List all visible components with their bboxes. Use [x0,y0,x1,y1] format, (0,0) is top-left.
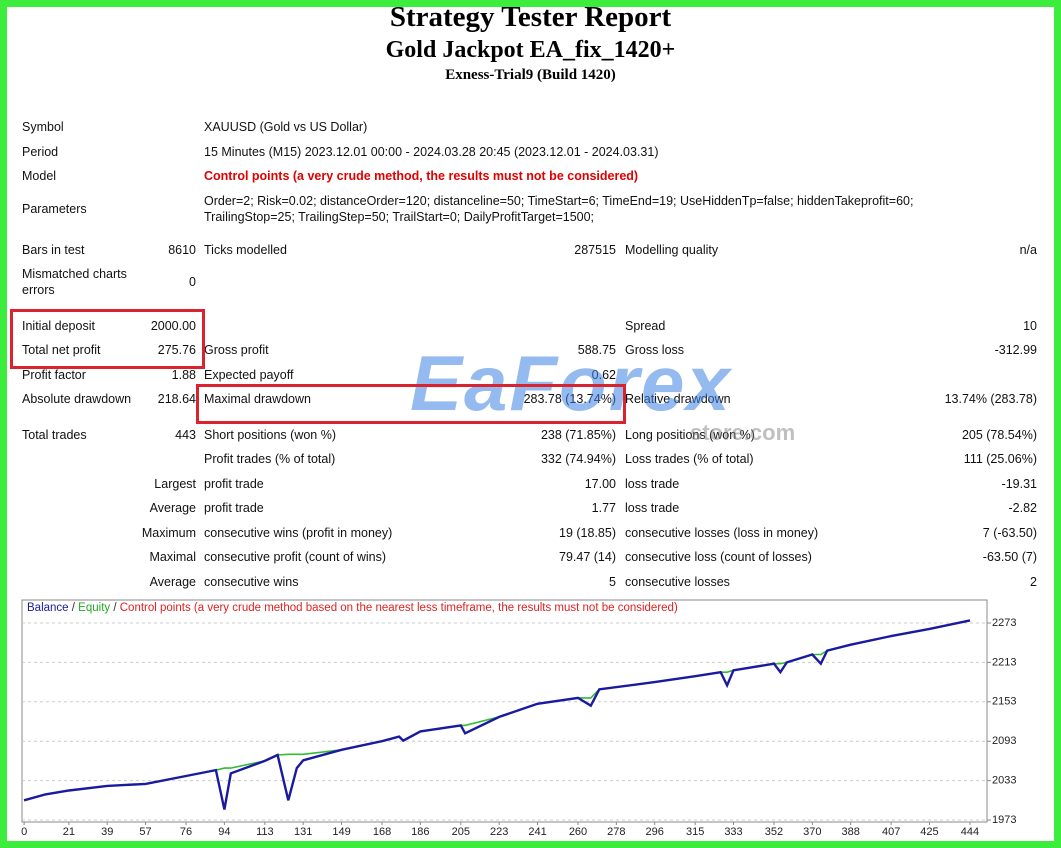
stat-value: -63.50 (7) [982,550,1037,564]
report-subtitle: Gold Jackpot EA_fix_1420+ [385,37,676,63]
stat-label: Short positions (won %) [204,428,337,442]
info-value: XAUUSD (Gold vs US Dollar) [204,120,368,134]
stat-value: 19 (18.85) [559,526,616,540]
stat-label: Long positions (won %) [625,428,755,442]
stat-value: 2 [1030,575,1037,589]
stat-label: Maximum [141,526,196,540]
stat-label: Initial deposit [22,319,95,333]
info-label: Model [22,169,57,183]
stat-value: 17.00 [584,477,616,491]
stat-label: Maximal drawdown [204,392,311,406]
stat-value: 79.47 (14) [559,550,616,564]
stat-label: Bars in test [22,243,85,257]
server-info: Exness-Trial9 (Build 1420) [445,67,616,83]
stat-label: Ticks modelled [204,243,287,257]
stat-value: 275.76 [157,343,196,357]
stat-value: 588.75 [577,343,616,357]
report-title: Strategy Tester Report [389,1,672,33]
legend-entry: Equity [78,602,111,614]
stat-label: Relative drawdown [625,392,731,406]
stat-value: 13.74% (283.78) [944,392,1037,406]
stat-value: -312.99 [994,343,1037,357]
stat-value: 218.64 [157,392,196,406]
stat-label: profit trade [204,477,264,491]
stat-value: 10 [1023,319,1037,333]
info-value: Order=2; Risk=0.02; distanceOrder=120; d… [204,194,914,224]
stat-label: Spread [625,319,666,333]
stat-value: 7 (-63.50) [982,526,1037,540]
stat-label: Largest [154,477,196,491]
watermark-brand: EaForex [410,339,732,427]
stat-value: 332 (74.94%) [540,452,616,466]
info-label: Symbol [22,120,64,134]
stat-label: Profit trades (% of total) [204,452,336,466]
stat-label: Modelling quality [625,243,719,257]
stat-label: consecutive loss (count of losses) [625,550,812,564]
highlight-box [10,309,205,369]
info-value: 15 Minutes (M15) 2023.12.01 00:00 - 2024… [204,145,659,159]
stat-value: -19.31 [1001,477,1037,491]
legend-separator: / [113,602,117,614]
stat-label: Expected payoff [204,368,294,382]
stat-value: 0.62 [591,368,616,382]
stat-value: 5 [609,575,616,589]
stat-label: Total net profit [22,343,101,357]
stat-label: profit trade [204,501,264,515]
highlight-box [196,384,626,424]
stat-label: Maximal [149,550,196,564]
legend-separator: / [71,602,75,614]
stat-value: 1.88 [171,368,196,382]
stat-label: Total trades [22,428,87,442]
stat-label: loss trade [625,501,680,515]
stat-label: loss trade [625,477,680,491]
stat-label: Average [149,575,196,589]
stat-value: -2.82 [1008,501,1038,515]
stat-value: 0 [189,275,196,289]
stat-label: Loss trades (% of total) [625,452,754,466]
stat-value: 283.78 (13.74%) [523,392,616,406]
info-label: Period [22,145,59,159]
stat-value: 2000.00 [150,319,196,333]
legend-note: Control points (a very crude method base… [119,602,678,614]
stat-label: consecutive losses (loss in money) [625,526,819,540]
watermark-site: store.com [690,420,796,445]
stat-label: consecutive losses [625,575,730,589]
stat-value: 287515 [574,243,616,257]
stat-value: 1.77 [591,501,616,515]
stat-label: Average [149,501,196,515]
stat-label: Gross loss [625,343,685,357]
stat-label: Absolute drawdown [22,392,132,406]
stat-value: 111 (25.06%) [963,452,1037,466]
info-label: Parameters [22,202,87,216]
stat-label: Mismatched charts errors [22,267,127,297]
legend-entry: Balance [27,602,69,614]
stat-label: Profit factor [22,368,86,382]
stat-value: 443 [175,428,196,442]
stat-value: 238 (71.85%) [540,428,616,442]
stat-value: n/a [1019,243,1037,257]
info-value: Control points (a very crude method, the… [204,169,639,183]
stat-value: 205 (78.54%) [961,428,1037,442]
stat-label: consecutive profit (count of wins) [204,550,387,564]
stat-value: 8610 [168,243,196,257]
chart-legend: Balance / Equity / Control points (a ver… [27,602,678,614]
stat-label: Gross profit [204,343,269,357]
stat-label: consecutive wins [204,575,299,589]
stat-label: consecutive wins (profit in money) [204,526,393,540]
